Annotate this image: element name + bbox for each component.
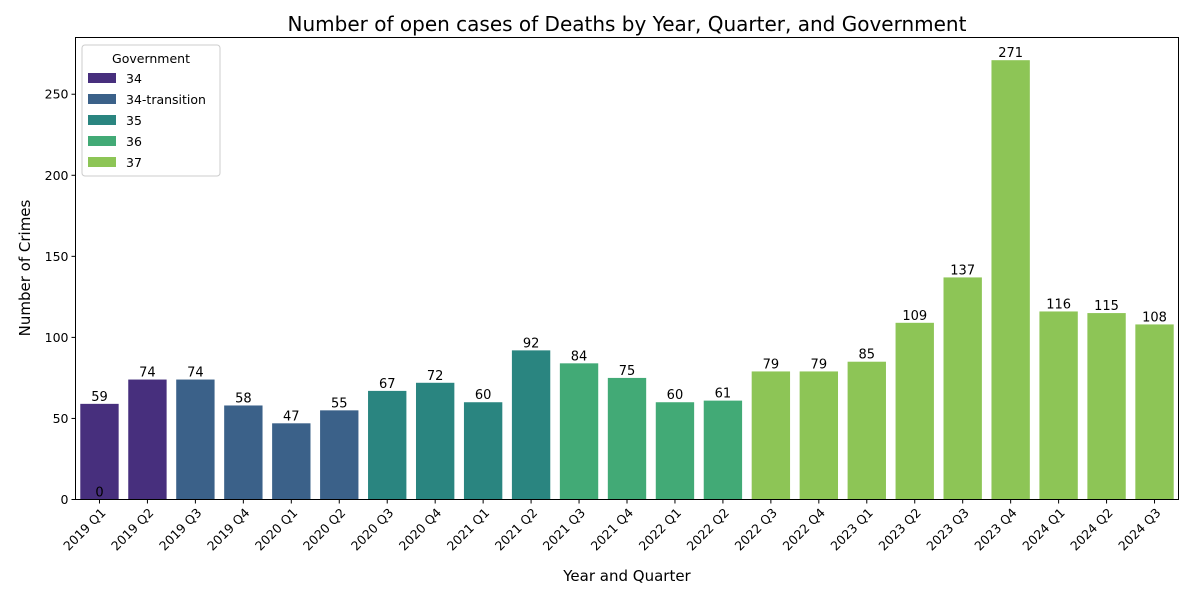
legend-label: 35 xyxy=(126,113,142,128)
legend-swatch xyxy=(88,115,116,125)
data-label: 47 xyxy=(283,409,300,424)
legend-label: 34 xyxy=(126,71,142,86)
data-label: 271 xyxy=(998,46,1023,61)
bar xyxy=(1135,324,1174,500)
data-label: 55 xyxy=(331,396,348,411)
x-tick-label: 2019 Q4 xyxy=(204,505,253,554)
x-tick-label: 2020 Q3 xyxy=(348,505,396,553)
y-axis-ticks: 0 50 100 150 200 250 xyxy=(45,87,76,507)
bars-layer xyxy=(80,60,1174,500)
y-tick-label: 0 xyxy=(61,492,69,507)
y-tick-label: 50 xyxy=(53,411,69,426)
data-label: 72 xyxy=(427,369,444,384)
chart-title: Number of open cases of Deaths by Year, … xyxy=(288,12,967,36)
x-tick-label: 2019 Q2 xyxy=(108,505,156,553)
x-tick-label: 2020 Q4 xyxy=(396,505,445,554)
bar xyxy=(415,382,455,500)
data-label: 116 xyxy=(1046,297,1071,312)
data-label: 58 xyxy=(235,391,252,406)
data-label: 0 xyxy=(95,486,103,501)
bar xyxy=(272,423,311,500)
data-label: 74 xyxy=(187,366,204,381)
bar xyxy=(943,277,982,500)
data-label: 84 xyxy=(571,349,588,364)
x-axis-title: Year and Quarter xyxy=(562,567,691,585)
data-label: 79 xyxy=(763,357,780,372)
data-label: 61 xyxy=(715,387,732,402)
x-tick-label: 2021 Q2 xyxy=(492,505,540,553)
x-tick-label: 2021 Q3 xyxy=(540,505,588,553)
bar xyxy=(991,60,1030,500)
legend-entries: 34 34-transition 35 36 37 xyxy=(88,71,206,170)
bar xyxy=(176,379,215,500)
legend-swatch xyxy=(88,94,116,104)
bar xyxy=(80,403,119,500)
bar xyxy=(847,361,886,500)
x-tick-label: 2019 Q1 xyxy=(60,505,108,553)
legend-swatch xyxy=(88,136,116,146)
x-tick-label: 2024 Q1 xyxy=(1019,505,1067,553)
y-axis-title: Number of Crimes xyxy=(16,199,34,336)
legend-swatch xyxy=(88,157,116,167)
data-label: 79 xyxy=(811,357,828,372)
data-label: 74 xyxy=(139,366,156,381)
bar xyxy=(559,363,599,500)
y-tick-label: 100 xyxy=(45,330,69,345)
x-tick-label: 2024 Q3 xyxy=(1115,505,1163,553)
bar xyxy=(1039,311,1078,500)
x-tick-label: 2020 Q2 xyxy=(300,505,348,553)
x-tick-label: 2023 Q1 xyxy=(827,505,875,553)
bar xyxy=(1087,313,1126,500)
x-tick-label: 2019 Q3 xyxy=(156,505,204,553)
legend-label: 34-transition xyxy=(126,92,206,107)
bar xyxy=(895,322,934,500)
data-labels-layer: 59 74 74 58 47 55 67 72 60 92 84 75 60 61 79 79 85 109 137… xyxy=(91,46,1167,500)
bar xyxy=(511,350,551,500)
bar xyxy=(655,402,695,500)
bar xyxy=(799,371,839,500)
data-label: 109 xyxy=(902,309,927,324)
bar xyxy=(463,402,503,500)
legend-frame xyxy=(81,44,221,177)
x-tick-label: 2023 Q2 xyxy=(875,505,923,553)
x-axis-ticks: 2019 Q1 2019 Q2 2019 Q3 2019 Q4 2020 Q1 2020 … xyxy=(60,499,1164,554)
data-label: 60 xyxy=(475,388,492,403)
data-label: 115 xyxy=(1094,299,1119,314)
data-label: 92 xyxy=(523,336,540,351)
x-tick-label: 2022 Q1 xyxy=(636,505,684,553)
bar xyxy=(128,379,167,500)
bar xyxy=(320,410,359,500)
bar xyxy=(751,371,791,500)
x-tick-label: 2023 Q3 xyxy=(923,505,971,553)
x-tick-label: 2021 Q1 xyxy=(444,505,492,553)
y-tick-label: 250 xyxy=(45,87,69,102)
x-tick-label: 2021 Q4 xyxy=(588,505,637,554)
legend-swatch xyxy=(88,73,116,83)
x-tick-label: 2024 Q2 xyxy=(1067,505,1115,553)
data-label: 137 xyxy=(950,263,975,278)
data-label: 60 xyxy=(667,388,684,403)
data-label: 59 xyxy=(91,390,108,405)
y-tick-label: 200 xyxy=(45,168,69,183)
legend-label: 36 xyxy=(126,134,142,149)
bar xyxy=(607,377,647,500)
data-label: 85 xyxy=(859,348,876,363)
legend-label: 37 xyxy=(126,155,142,170)
bar xyxy=(703,400,743,500)
data-label: 108 xyxy=(1142,310,1167,325)
legend-title: Government xyxy=(112,51,190,66)
x-tick-label: 2023 Q4 xyxy=(971,505,1020,554)
bar xyxy=(224,405,263,500)
bar xyxy=(368,390,407,500)
data-label: 67 xyxy=(379,377,396,392)
x-tick-label: 2022 Q4 xyxy=(779,505,828,554)
data-label: 75 xyxy=(619,364,636,379)
legend: Government 34 34-transition 35 36 37 xyxy=(81,44,221,177)
y-tick-label: 150 xyxy=(45,249,69,264)
x-tick-label: 2020 Q1 xyxy=(252,505,300,553)
x-tick-label: 2022 Q3 xyxy=(731,505,779,553)
x-tick-label: 2022 Q2 xyxy=(684,505,732,553)
